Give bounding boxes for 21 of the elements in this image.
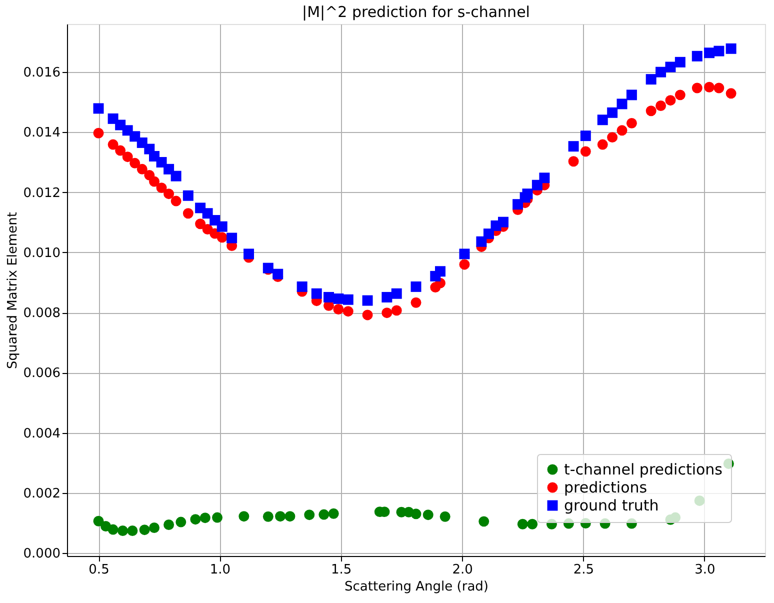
y-tick-label: 0.010 <box>23 246 60 261</box>
y-tick-label: 0.000 <box>23 546 60 562</box>
y-tick-label: 0.016 <box>23 66 60 81</box>
y-tick-label: 0.008 <box>23 306 60 322</box>
x-tick-label: 1.5 <box>331 562 352 578</box>
chart-title: |M|^2 prediction for s-channel <box>302 3 530 21</box>
legend-label: predictions <box>564 478 648 496</box>
x-axis-title: Scattering Angle (rad) <box>344 580 488 594</box>
y-tick-label: 0.002 <box>23 486 60 502</box>
x-tick-label: 2.0 <box>452 562 473 578</box>
x-tick-label: 1.0 <box>210 562 231 578</box>
x-tick-label: 3.0 <box>694 562 716 578</box>
y-tick-label: 0.006 <box>23 366 60 382</box>
y-axis-title: Squared Matrix Element <box>5 212 20 370</box>
x-tick-label: 2.5 <box>573 562 594 578</box>
y-tick-label: 0.012 <box>23 186 60 201</box>
legend-label: t-channel predictions <box>564 460 723 478</box>
x-tick-label: 0.5 <box>88 562 110 578</box>
y-tick-label: 0.014 <box>23 126 60 141</box>
legend-label: ground truth <box>564 496 659 514</box>
y-tick-label: 0.004 <box>23 426 60 442</box>
